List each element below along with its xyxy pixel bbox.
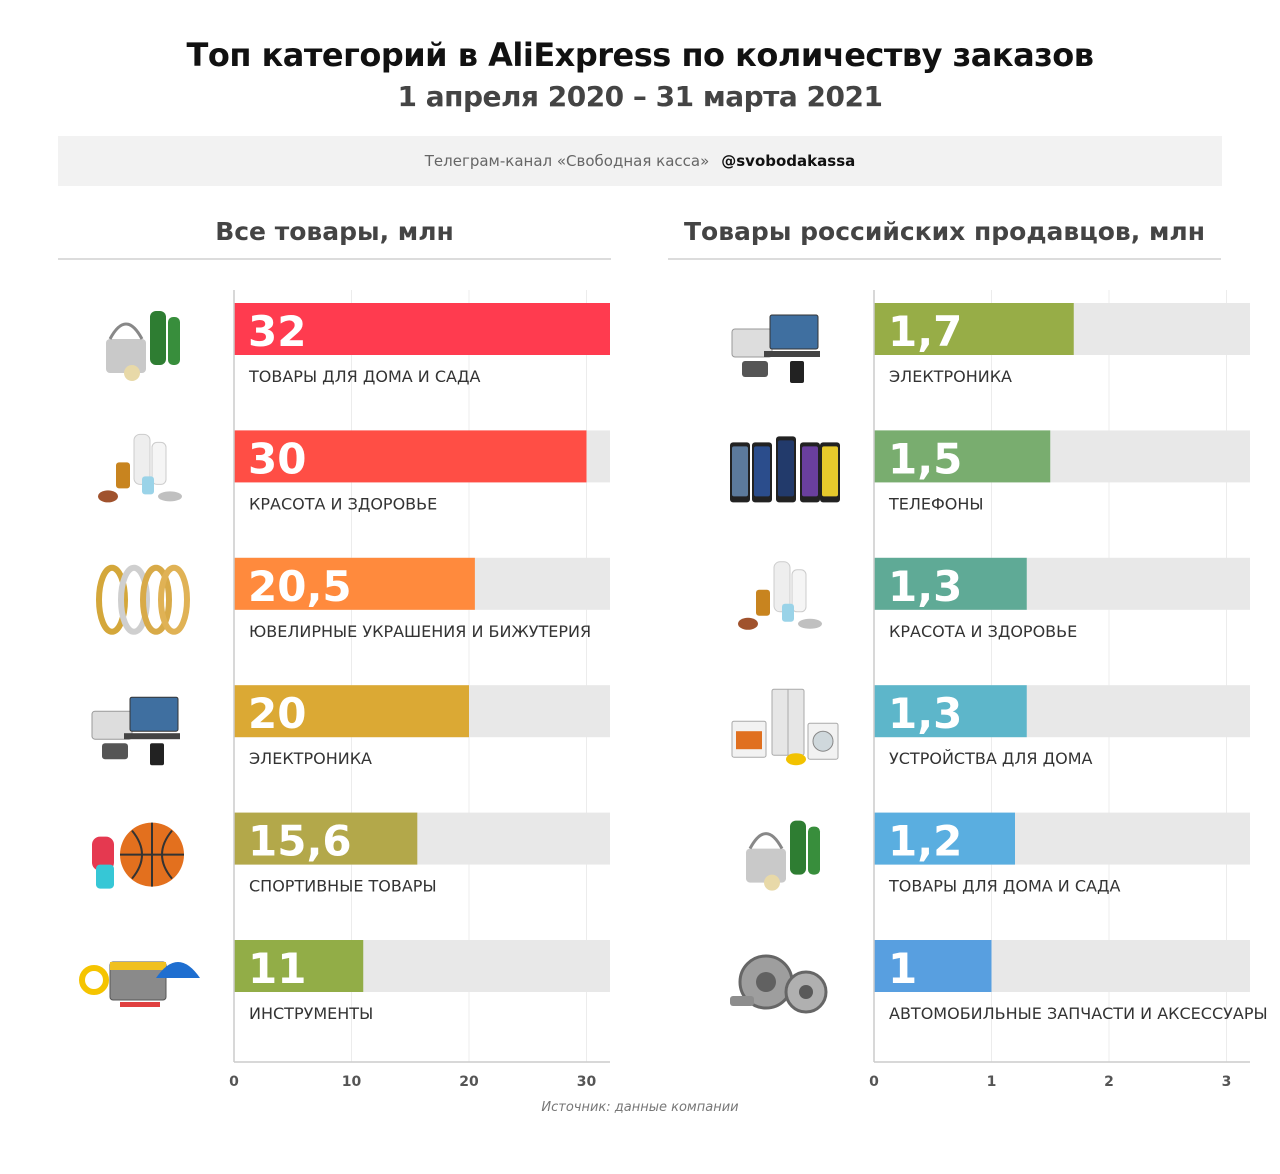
bar (874, 940, 992, 992)
bar-value-label: 20,5 (248, 562, 352, 611)
left-bar-chart: 32 ТОВАРЫ ДЛЯ ДОМА И САДА 30 КРАСОТА И ЗДОР… (79, 290, 610, 1090)
category-label: КРАСОТА И ЗДОРОВЬЕ (249, 494, 437, 513)
electronics-icon (731, 314, 820, 383)
right-panel-title: Товары российских продавцов, млн (668, 212, 1221, 260)
bar-row: 20 ЭЛЕКТРОНИКА (91, 685, 610, 768)
bar-row: 1,7 ЭЛЕКТРОНИКА (731, 303, 1250, 386)
category-label: ЭЛЕКТРОНИКА (249, 749, 372, 768)
category-label: УСТРОЙСТВА ДЛЯ ДОМА (889, 749, 1092, 768)
bar-value-label: 1,2 (888, 817, 962, 866)
category-label: ЮВЕЛИРНЫЕ УКРАШЕНИЯ И БИЖУТЕРИЯ (249, 622, 591, 641)
category-label: СПОРТИВНЫЕ ТОВАРЫ (249, 877, 437, 896)
bar-row: 11 ИНСТРУМЕНТЫ (79, 940, 610, 1023)
bar-value-label: 1 (888, 944, 917, 993)
bar-row: 30 КРАСОТА И ЗДОРОВЬЕ (98, 430, 610, 513)
bar (234, 430, 587, 483)
bar (874, 557, 1027, 610)
banner-text: Телеграм-канал «Свободная касса» (424, 152, 710, 170)
bar (234, 685, 469, 738)
garden-tools-icon (106, 311, 180, 381)
cosmetics-icon (738, 561, 822, 630)
bar (874, 685, 1027, 738)
x-tick-label: 20 (459, 1074, 479, 1090)
source-note: Источник: данные компании (541, 1100, 739, 1115)
x-tick-label: 30 (577, 1074, 597, 1090)
auto-parts-icon (730, 954, 828, 1014)
right-bar-chart: 1,7 ЭЛЕКТРОНИКА 1,5 ТЕЛЕФОНЫ 1,3 КРАСОТА И ЗД… (730, 290, 1268, 1090)
electronics-icon (91, 696, 180, 766)
bar-row: 1 АВТОМОБИЛЬНЫЕ ЗАПЧАСТИ И АКСЕССУАРЫ (730, 940, 1268, 1023)
bar-row: 1,5 ТЕЛЕФОНЫ (730, 430, 1250, 513)
garden-tools-icon (746, 820, 820, 891)
category-label: ИНСТРУМЕНТЫ (249, 1004, 373, 1023)
x-tick-label: 10 (342, 1074, 362, 1090)
bar-row: 1,3 УСТРОЙСТВА ДЛЯ ДОМА (731, 685, 1250, 768)
x-tick-label: 1 (987, 1074, 997, 1090)
chart-subtitle: 1 апреля 2020 – 31 марта 2021 (397, 80, 883, 113)
cosmetics-icon (98, 433, 182, 503)
chart-title: Топ категорий в AliExpress по количеству… (186, 36, 1095, 74)
x-tick-label: 0 (869, 1074, 879, 1090)
category-label: ТОВАРЫ ДЛЯ ДОМА И САДА (248, 367, 480, 386)
rings-icon (96, 564, 190, 635)
bar-value-label: 1,3 (888, 689, 962, 738)
category-label: ТОВАРЫ ДЛЯ ДОМА И САДА (888, 877, 1120, 896)
phones-icon (730, 436, 840, 503)
tools-icon (79, 961, 200, 1007)
x-tick-label: 2 (1104, 1074, 1114, 1090)
bar (874, 812, 1015, 865)
bar-value-label: 15,6 (248, 817, 352, 866)
bar-value-label: 20 (248, 689, 306, 738)
bar-value-label: 30 (248, 434, 306, 483)
category-label: АВТОМОБИЛЬНЫЕ ЗАПЧАСТИ И АКСЕССУАРЫ (889, 1004, 1268, 1023)
bar (234, 812, 418, 865)
bar-value-label: 11 (248, 944, 306, 993)
bar-value-label: 32 (248, 307, 306, 356)
category-label: КРАСОТА И ЗДОРОВЬЕ (889, 622, 1077, 641)
bar-value-label: 1,5 (888, 434, 962, 483)
bar (234, 303, 610, 355)
bar-row: 1,2 ТОВАРЫ ДЛЯ ДОМА И САДА (746, 812, 1250, 896)
bar-row: 20,5 ЮВЕЛИРНЫЕ УКРАШЕНИЯ И БИЖУТЕРИЯ (96, 557, 610, 641)
x-tick-label: 0 (229, 1074, 239, 1090)
bar (234, 557, 475, 610)
bar-value-label: 1,7 (888, 307, 962, 356)
left-panel-title: Все товары, млн (58, 212, 611, 260)
bar (234, 940, 364, 992)
x-tick-label: 3 (1222, 1074, 1232, 1090)
bar (874, 303, 1074, 355)
bar-row: 1,3 КРАСОТА И ЗДОРОВЬЕ (738, 557, 1250, 641)
category-label: ЭЛЕКТРОНИКА (889, 367, 1012, 386)
telegram-handle-link[interactable]: @svobodakassa (721, 152, 856, 170)
bar-row: 32 ТОВАРЫ ДЛЯ ДОМА И САДА (106, 303, 610, 386)
bar (874, 430, 1051, 483)
bar-value-label: 1,3 (888, 562, 962, 611)
sports-icon (92, 822, 184, 889)
bar-row: 15,6 СПОРТИВНЫЕ ТОВАРЫ (92, 812, 610, 896)
appliances-icon (731, 688, 839, 766)
category-label: ТЕЛЕФОНЫ (888, 494, 984, 513)
telegram-banner: Телеграм-канал «Свободная касса» @svobod… (58, 136, 1222, 186)
